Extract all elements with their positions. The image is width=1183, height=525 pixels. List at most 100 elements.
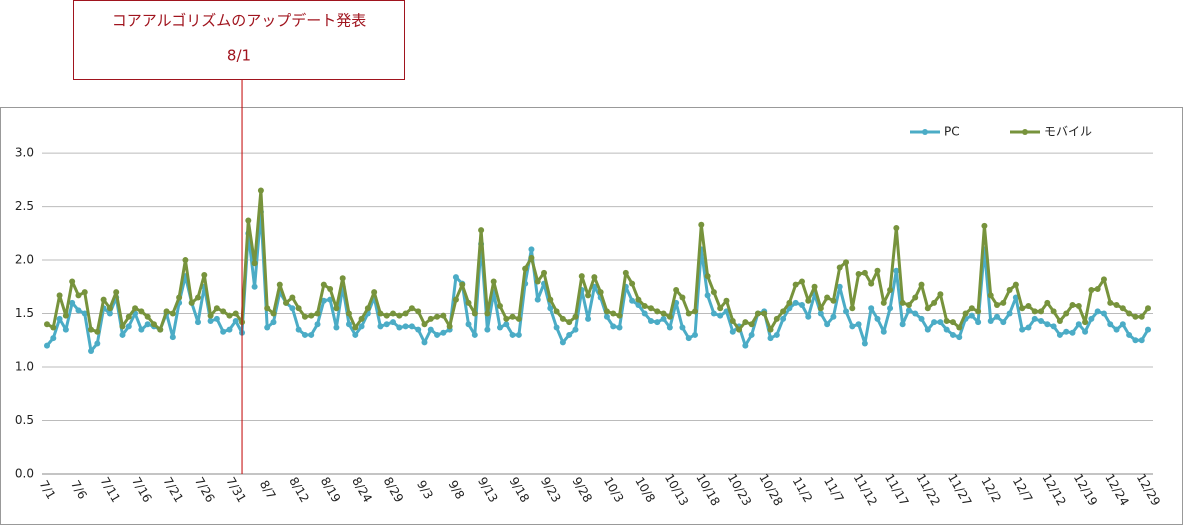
data-point (849, 323, 856, 330)
y-tick-label: 0.5 (15, 413, 34, 427)
data-point (1126, 310, 1133, 317)
data-point (358, 323, 365, 330)
data-point (1038, 308, 1045, 315)
data-point (679, 324, 686, 331)
data-point (547, 296, 554, 303)
data-point (893, 267, 900, 274)
data-point (679, 294, 686, 301)
data-point (314, 310, 321, 317)
data-point (1031, 315, 1038, 322)
data-point (465, 299, 472, 306)
data-point (1145, 305, 1151, 312)
data-point (962, 310, 969, 317)
data-point (352, 324, 359, 331)
data-point (169, 310, 176, 317)
data-point (585, 292, 592, 299)
data-point (1132, 313, 1139, 320)
data-point (704, 292, 711, 299)
y-tick-label: 3.0 (15, 146, 34, 160)
data-point (685, 335, 692, 342)
data-point (496, 303, 503, 310)
data-point (553, 308, 560, 315)
data-point (1044, 299, 1051, 306)
data-point (1025, 324, 1032, 331)
data-point (402, 310, 409, 317)
data-point (207, 312, 214, 319)
data-point (660, 310, 667, 317)
data-point (534, 296, 541, 303)
data-point (811, 283, 818, 290)
data-point (88, 347, 95, 354)
data-point (780, 315, 787, 322)
data-point (698, 221, 705, 228)
data-point (220, 308, 227, 315)
data-point (880, 328, 887, 335)
data-point (868, 305, 875, 312)
data-point (75, 292, 82, 299)
data-point (201, 272, 208, 279)
data-point (780, 308, 787, 315)
data-point (1113, 301, 1120, 308)
data-point (125, 323, 132, 330)
data-point (541, 269, 548, 276)
data-point (1126, 331, 1133, 338)
data-point (213, 315, 220, 322)
data-point (452, 274, 459, 281)
data-point (276, 281, 283, 288)
data-point (553, 324, 560, 331)
data-point (402, 323, 409, 330)
data-point (773, 331, 780, 338)
data-point (434, 331, 441, 338)
data-point (641, 303, 648, 310)
data-point (824, 294, 831, 301)
data-point (144, 321, 151, 328)
data-point (943, 326, 950, 333)
data-point (924, 305, 931, 312)
data-point (150, 321, 157, 328)
data-point (641, 310, 648, 317)
data-point (956, 334, 963, 341)
data-point (566, 319, 573, 326)
data-point (1063, 328, 1070, 335)
data-point (849, 305, 856, 312)
data-point (509, 313, 516, 320)
data-point (566, 331, 573, 338)
data-point (798, 301, 805, 308)
data-point (169, 334, 176, 341)
data-point (710, 310, 717, 317)
data-point (471, 310, 478, 317)
data-point (377, 310, 384, 317)
data-point (75, 307, 82, 314)
data-point (931, 319, 938, 326)
data-point (1050, 308, 1057, 315)
data-point (163, 308, 170, 315)
data-point (534, 278, 541, 285)
data-point (207, 318, 214, 325)
data-point (937, 319, 944, 326)
data-point (1145, 326, 1151, 333)
data-point (1000, 319, 1007, 326)
data-point (918, 315, 925, 322)
data-point (289, 305, 296, 312)
data-point (119, 323, 126, 330)
data-point (88, 326, 95, 333)
data-point (327, 285, 334, 292)
data-point (182, 257, 189, 264)
data-point (81, 289, 88, 296)
data-point (798, 278, 805, 285)
data-point (874, 267, 881, 274)
data-point (629, 297, 636, 304)
data-point (213, 305, 220, 312)
data-point (975, 308, 982, 315)
data-point (1088, 287, 1095, 294)
data-point (264, 324, 271, 331)
data-point (899, 321, 906, 328)
data-point (924, 326, 931, 333)
data-point (415, 308, 422, 315)
data-point (597, 289, 604, 296)
data-point (987, 292, 994, 299)
data-point (515, 331, 522, 338)
data-point (1050, 323, 1057, 330)
data-point (44, 321, 50, 328)
data-point (887, 287, 894, 294)
